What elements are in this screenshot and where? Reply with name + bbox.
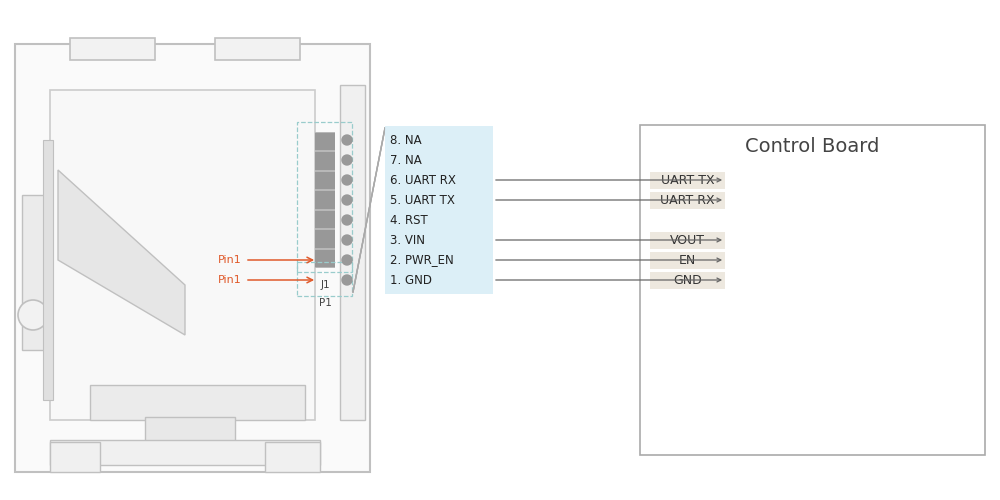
Bar	[650, 272, 725, 288]
Bar	[15, 44, 370, 472]
Text: 7. NA: 7. NA	[390, 154, 422, 166]
Bar	[50, 442, 100, 472]
Circle shape	[342, 235, 352, 245]
Circle shape	[342, 135, 352, 145]
Bar	[43, 140, 53, 400]
Bar	[315, 192, 335, 208]
Bar	[650, 252, 725, 268]
Bar	[265, 442, 320, 472]
Text: 4. RST: 4. RST	[390, 214, 428, 226]
Text: 3. VIN: 3. VIN	[390, 234, 425, 246]
Text: Control Board: Control Board	[745, 138, 880, 156]
Bar	[650, 172, 725, 188]
Bar	[145, 417, 235, 445]
Circle shape	[342, 255, 352, 265]
Circle shape	[342, 275, 352, 285]
Bar	[315, 172, 335, 190]
Text: EN: EN	[679, 254, 696, 266]
Bar	[50, 90, 315, 420]
Bar	[340, 85, 365, 420]
Text: P1: P1	[319, 298, 331, 308]
Bar	[315, 210, 335, 228]
Bar	[315, 250, 335, 267]
Bar	[650, 232, 725, 248]
Circle shape	[18, 300, 48, 330]
Bar	[385, 126, 493, 294]
Bar	[315, 230, 335, 248]
Text: Pin1: Pin1	[218, 275, 242, 285]
Bar	[297, 122, 352, 272]
Bar	[315, 152, 335, 170]
Bar	[650, 192, 725, 208]
Bar	[22, 195, 44, 350]
Text: GND: GND	[673, 274, 702, 286]
Polygon shape	[58, 170, 185, 335]
Text: VOUT: VOUT	[670, 234, 705, 246]
Bar	[315, 133, 335, 150]
Text: 6. UART RX: 6. UART RX	[390, 174, 456, 186]
Text: UART TX: UART TX	[661, 174, 714, 186]
Circle shape	[342, 215, 352, 225]
Text: 5. UART TX: 5. UART TX	[390, 194, 455, 206]
Circle shape	[342, 195, 352, 205]
Text: J1: J1	[320, 280, 330, 290]
Text: 8. NA: 8. NA	[390, 134, 422, 146]
Bar	[297, 262, 352, 296]
Bar	[315, 132, 335, 268]
Circle shape	[342, 175, 352, 185]
Text: 2. PWR_EN: 2. PWR_EN	[390, 254, 454, 266]
Circle shape	[342, 155, 352, 165]
Bar	[70, 38, 155, 60]
Text: 1. GND: 1. GND	[390, 274, 432, 286]
Bar	[640, 125, 985, 455]
Text: Pin1: Pin1	[218, 255, 242, 265]
Bar	[50, 440, 320, 465]
Bar	[90, 385, 305, 420]
Text: UART RX: UART RX	[660, 194, 715, 206]
Bar	[215, 38, 300, 60]
